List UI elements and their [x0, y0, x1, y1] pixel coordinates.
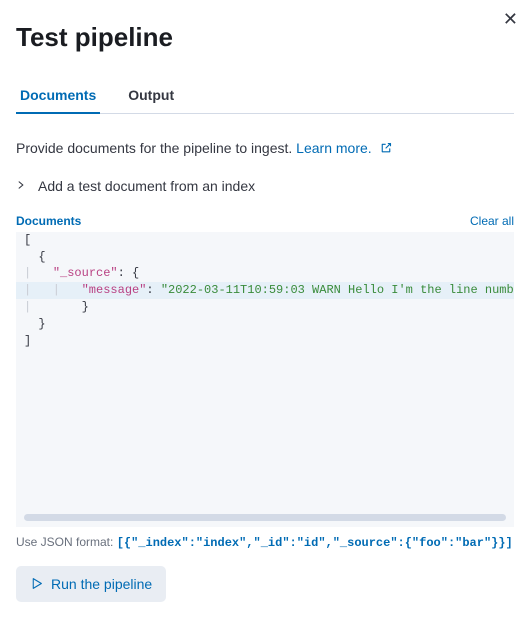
- editor-label: Documents: [16, 214, 81, 228]
- clear-all-link[interactable]: Clear all: [470, 214, 514, 228]
- tab-output[interactable]: Output: [124, 77, 178, 113]
- indent-guide: |: [24, 300, 53, 314]
- play-icon: [30, 577, 43, 590]
- code-line: ]: [16, 333, 514, 350]
- indent-guide: | |: [24, 283, 82, 297]
- format-hint: Use JSON format: [{"_index":"index","_id…: [16, 535, 514, 550]
- documents-code-editor[interactable]: [ { | "_source": { | | "message": "2022-…: [16, 232, 514, 527]
- page-title: Test pipeline: [16, 22, 514, 53]
- editor-header: Documents Clear all: [16, 214, 514, 228]
- learn-more-text: Learn more.: [296, 140, 371, 156]
- code-line: | }: [16, 299, 514, 316]
- external-link-icon: [380, 139, 392, 160]
- tab-documents[interactable]: Documents: [16, 77, 100, 113]
- json-key: "message": [82, 283, 147, 297]
- json-punct: : {: [118, 266, 140, 280]
- json-key: "_source": [53, 266, 118, 280]
- description-text: Provide documents for the pipeline to in…: [16, 138, 514, 160]
- json-string: "2022-03-11T10:59:03 WARN Hello I'm the …: [161, 283, 514, 297]
- code-line: [: [16, 232, 514, 249]
- code-line: | "_source": {: [16, 265, 514, 282]
- format-hint-label: Use JSON format:: [16, 535, 117, 549]
- add-doc-label: Add a test document from an index: [38, 178, 255, 194]
- run-pipeline-button[interactable]: Run the pipeline: [16, 566, 166, 602]
- json-punct: }: [53, 300, 89, 314]
- code-line-highlighted: | | "message": "2022-03-11T10:59:03 WARN…: [16, 282, 514, 299]
- tabs-container: Documents Output: [16, 77, 514, 114]
- indent-guide: |: [24, 266, 53, 280]
- format-hint-code: [{"_index":"index","_id":"id","_source":…: [117, 536, 513, 550]
- description-body: Provide documents for the pipeline to in…: [16, 140, 296, 156]
- horizontal-scrollbar[interactable]: [24, 514, 506, 521]
- code-line: {: [16, 249, 514, 266]
- add-test-document-toggle[interactable]: Add a test document from an index: [16, 178, 514, 194]
- learn-more-link[interactable]: Learn more.: [296, 140, 391, 156]
- code-line: }: [16, 316, 514, 333]
- json-punct: :: [146, 283, 160, 297]
- close-icon[interactable]: ✕: [503, 10, 518, 28]
- run-button-label: Run the pipeline: [51, 576, 152, 592]
- chevron-right-icon: [16, 179, 26, 193]
